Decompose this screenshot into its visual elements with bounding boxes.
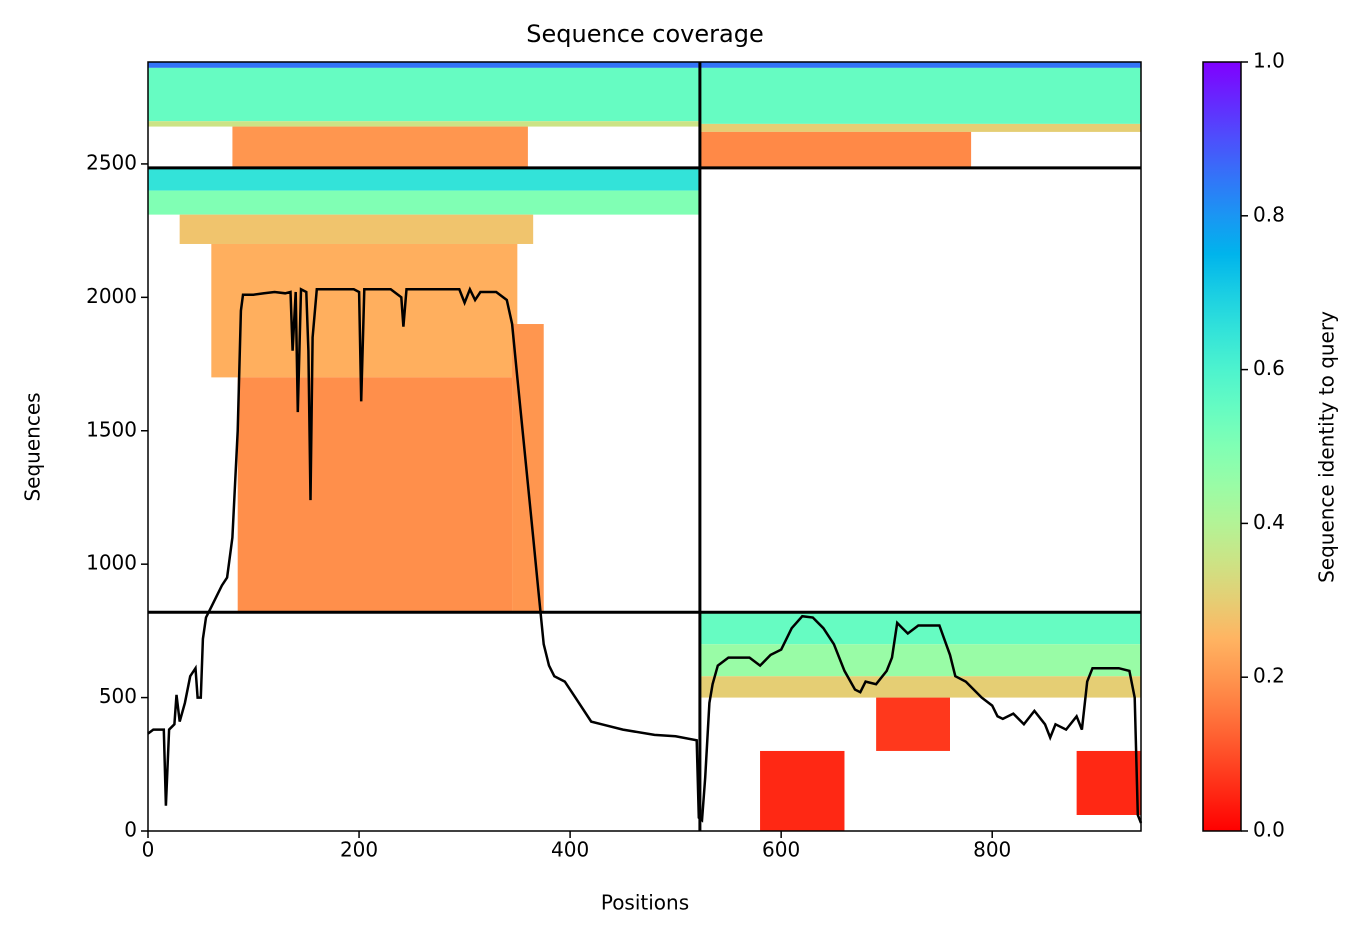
coverage-block <box>699 67 1141 124</box>
colorbar <box>1202 61 1242 832</box>
coverage-block <box>1076 750 1141 815</box>
y-tick-label: 1000 <box>86 551 137 575</box>
y-tick-label: 2000 <box>86 284 137 308</box>
x-tick-label: 400 <box>551 838 589 862</box>
coverage-block <box>699 123 1141 132</box>
coverage-block <box>699 676 1141 698</box>
y-tick-label: 2500 <box>86 150 137 174</box>
chart-title: Sequence coverage <box>526 20 763 48</box>
colorbar-tick-label: 0.2 <box>1253 664 1285 688</box>
coverage-block <box>699 644 1141 677</box>
coverage-block <box>237 377 513 613</box>
y-tick-label: 0 <box>124 818 137 842</box>
coverage-block <box>876 697 950 751</box>
coverage-block <box>148 190 700 215</box>
coverage-block <box>179 214 534 244</box>
x-tick-label: 800 <box>973 838 1011 862</box>
coverage-block <box>699 131 972 168</box>
coverage-line <box>147 286 1143 824</box>
x-tick-label: 0 <box>142 838 155 862</box>
coverage-block <box>148 167 700 191</box>
coverage-block <box>148 62 700 68</box>
coverage-block <box>148 67 700 122</box>
x-axis-label: Positions <box>601 891 689 915</box>
colorbar-tick-label: 1.0 <box>1253 49 1285 73</box>
y-tick-label: 1500 <box>86 417 137 441</box>
x-tick-label: 600 <box>762 838 800 862</box>
coverage-block <box>760 750 845 831</box>
coverage-block <box>148 121 700 127</box>
coverage-block <box>699 62 1141 68</box>
plot-frame <box>147 61 1142 832</box>
colorbar-tick-label: 0.8 <box>1253 202 1285 226</box>
y-tick-label: 500 <box>99 684 137 708</box>
y-axis-label: Sequences <box>21 392 45 501</box>
colorbar-tick-label: 0.4 <box>1253 510 1285 534</box>
colorbar-label: Sequence identity to query <box>1315 311 1339 583</box>
colorbar-tick-label: 0.6 <box>1253 356 1285 380</box>
colorbar-tick-label: 0.0 <box>1253 818 1285 842</box>
coverage-block <box>232 126 528 168</box>
x-tick-label: 200 <box>340 838 378 862</box>
coverage-block <box>699 612 1141 645</box>
